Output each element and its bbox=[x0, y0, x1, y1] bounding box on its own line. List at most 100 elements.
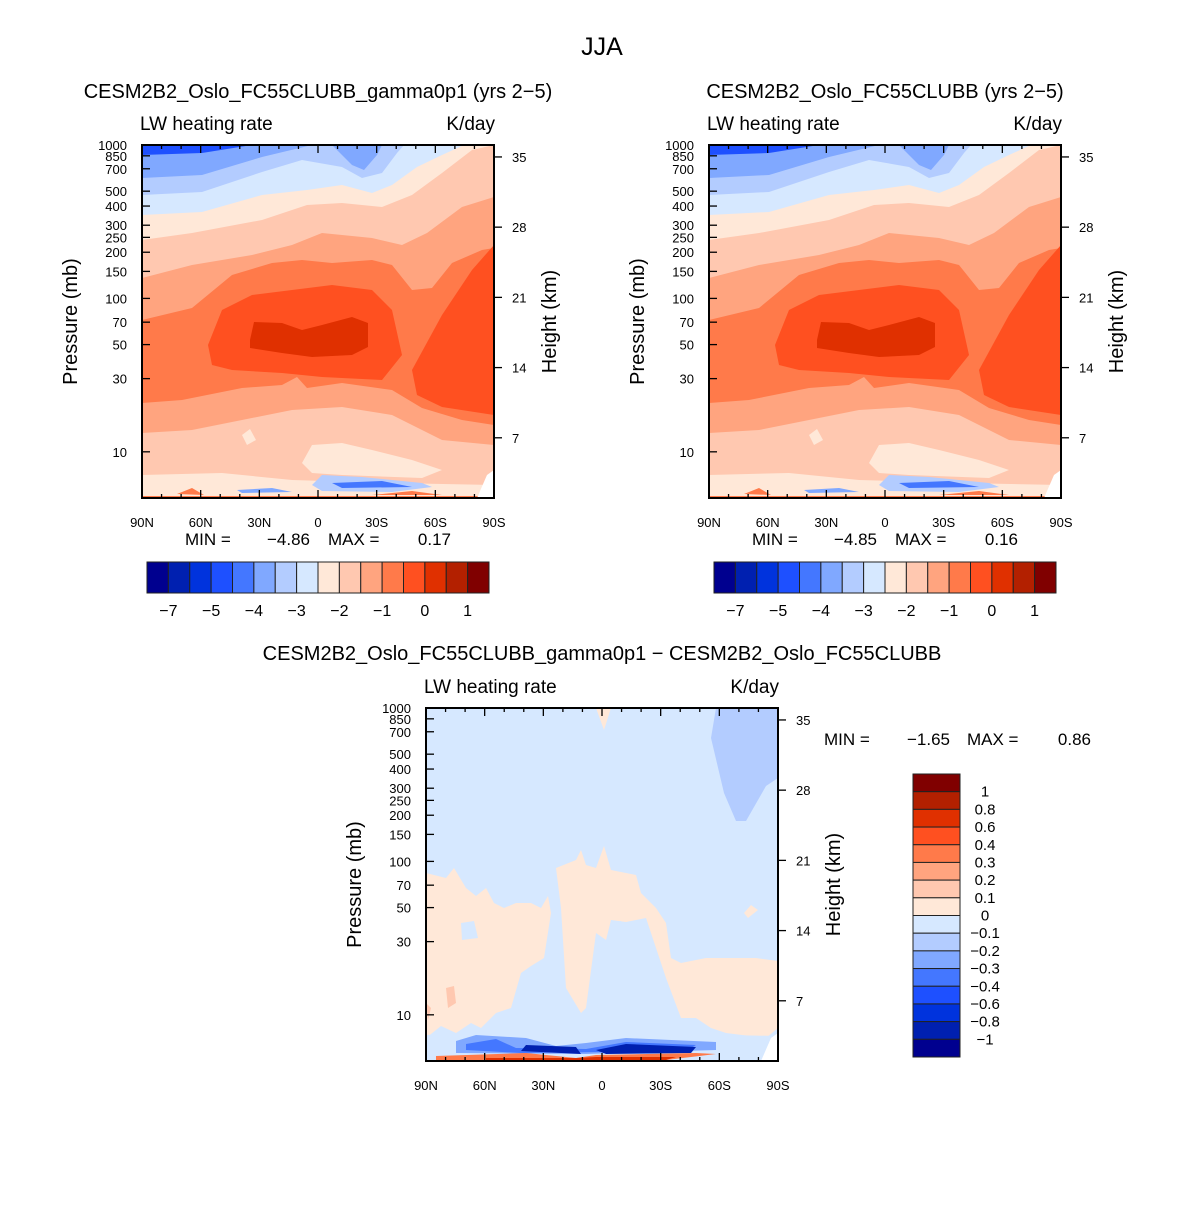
x-tick-label: 30S bbox=[649, 1078, 672, 1093]
units-label: K/day bbox=[446, 114, 495, 135]
y2-tick-label: 28 bbox=[1079, 220, 1093, 235]
y-tick-label: 150 bbox=[672, 264, 694, 279]
x-tick-label: 90N bbox=[130, 515, 154, 530]
y2-tick-label: 14 bbox=[1079, 361, 1093, 376]
x-tick-label: 30N bbox=[814, 515, 838, 530]
colorbar-label: 0.6 bbox=[975, 819, 996, 836]
contour-band bbox=[237, 488, 292, 493]
y-tick-label: 300 bbox=[389, 781, 411, 796]
y2-tick-label: 35 bbox=[796, 713, 810, 728]
y2-tick-label: 7 bbox=[1079, 431, 1086, 446]
colorbar-swatch bbox=[820, 561, 843, 594]
colorbar-swatch bbox=[1034, 561, 1057, 594]
y-tick-label: 850 bbox=[389, 712, 411, 727]
min-label: MIN = bbox=[185, 530, 231, 549]
left-string: LW heating rate bbox=[707, 114, 840, 135]
colorbar-swatch bbox=[189, 561, 212, 594]
colorbar-label: −5 bbox=[769, 603, 787, 620]
colorbar-swatch bbox=[360, 561, 383, 594]
max-value: 0.86 bbox=[1058, 730, 1091, 749]
y-axis-title: Pressure (mb) bbox=[60, 258, 82, 385]
max-value: 0.16 bbox=[985, 530, 1018, 549]
colorbar-label: −4 bbox=[245, 603, 263, 620]
y2-tick-label: 28 bbox=[796, 783, 810, 798]
contour-band bbox=[596, 708, 611, 730]
contour-plot: 90N 60N 30N 0 30S 60S 90S103050701001502002503… bbox=[344, 701, 845, 1093]
x-tick-label: 0 bbox=[598, 1078, 605, 1093]
colorbar-label: −0.6 bbox=[970, 996, 1000, 1013]
min-label: MIN = bbox=[824, 730, 870, 749]
y-tick-label: 30 bbox=[397, 935, 411, 950]
y-tick-label: 10 bbox=[113, 445, 127, 460]
colorbar-swatch bbox=[912, 1021, 961, 1040]
panel-1: CESM2B2_Oslo_FC55CLUBB_gamma0p1 (yrs 2−5… bbox=[60, 81, 561, 620]
colorbar-swatch bbox=[912, 968, 961, 987]
colorbar-swatch bbox=[317, 561, 340, 594]
colorbar-label: −4 bbox=[812, 603, 830, 620]
colorbar-swatch bbox=[912, 861, 961, 881]
panel-title: CESM2B2_Oslo_FC55CLUBB_gamma0p1 − CESM2B… bbox=[263, 643, 942, 665]
min-value: −4.85 bbox=[834, 530, 877, 549]
y-tick-label: 200 bbox=[672, 245, 694, 260]
y-tick-label: 300 bbox=[672, 218, 694, 233]
x-tick-label: 60S bbox=[991, 515, 1014, 530]
colorbar-label: −5 bbox=[202, 603, 220, 620]
x-tick-label: 30S bbox=[932, 515, 955, 530]
colorbar-label: −3 bbox=[855, 603, 873, 620]
colorbar-swatch bbox=[912, 879, 961, 899]
colorbar-label: −7 bbox=[726, 603, 744, 620]
colorbar-label: −0.3 bbox=[970, 961, 1000, 978]
y-tick-label: 250 bbox=[389, 793, 411, 808]
y-tick-label: 100 bbox=[672, 291, 694, 306]
colorbar-label: −0.4 bbox=[970, 978, 1000, 995]
contour-band bbox=[869, 443, 1009, 478]
contour-band bbox=[1044, 470, 1061, 498]
units-label: K/day bbox=[730, 677, 779, 698]
y-tick-label: 150 bbox=[105, 264, 127, 279]
y-tick-label: 200 bbox=[389, 808, 411, 823]
y2-axis-title: Height (km) bbox=[539, 270, 561, 373]
contour-band bbox=[486, 1057, 676, 1060]
colorbar-swatch bbox=[912, 915, 961, 934]
y-tick-label: 700 bbox=[105, 162, 127, 177]
contour-band bbox=[899, 481, 979, 488]
left-string: LW heating rate bbox=[140, 114, 273, 135]
figure-title: JJA bbox=[581, 33, 623, 61]
contour-band bbox=[446, 986, 456, 1008]
y2-tick-label: 28 bbox=[512, 220, 526, 235]
colorbar-label: −0.8 bbox=[970, 1014, 1000, 1031]
y-tick-label: 250 bbox=[672, 230, 694, 245]
colorbar-label: 0 bbox=[987, 603, 996, 620]
colorbar-swatch bbox=[912, 932, 961, 952]
panel-3: CESM2B2_Oslo_FC55CLUBB_gamma0p1 − CESM2B… bbox=[263, 643, 1091, 1093]
colorbar-swatch bbox=[296, 561, 319, 594]
panel-title: CESM2B2_Oslo_FC55CLUBB_gamma0p1 (yrs 2−5… bbox=[84, 81, 553, 103]
contour-plot: 90N 60N 30N 0 30S 60S 90S103050701001502002503… bbox=[627, 138, 1128, 530]
contour-band bbox=[809, 429, 823, 445]
y-axis-title: Pressure (mb) bbox=[344, 821, 366, 948]
y2-axis-title: Height (km) bbox=[823, 833, 845, 936]
colorbar-swatch bbox=[167, 561, 191, 594]
contour-band bbox=[372, 491, 442, 495]
y2-tick-label: 35 bbox=[512, 150, 526, 165]
x-tick-label: 60S bbox=[708, 1078, 731, 1093]
panel-title: CESM2B2_Oslo_FC55CLUBB (yrs 2−5) bbox=[706, 81, 1063, 103]
min-value: −4.86 bbox=[267, 530, 310, 549]
y-tick-label: 10 bbox=[397, 1008, 411, 1023]
colorbar-label: 0 bbox=[981, 908, 989, 925]
x-tick-label: 90S bbox=[766, 1078, 789, 1093]
y2-tick-label: 21 bbox=[1079, 290, 1093, 305]
colorbar-swatch bbox=[927, 561, 950, 594]
x-tick-label: 30N bbox=[531, 1078, 555, 1093]
colorbar-label: −0.1 bbox=[970, 925, 1000, 942]
contour-band bbox=[817, 317, 935, 357]
max-value: 0.17 bbox=[418, 530, 451, 549]
colorbar-swatch bbox=[210, 561, 233, 594]
colorbar-label: 0.3 bbox=[975, 854, 996, 871]
colorbar-label: 1 bbox=[981, 784, 989, 801]
colorbar-swatch bbox=[777, 561, 800, 594]
colorbar-label: −2 bbox=[330, 603, 348, 620]
colorbar-swatch bbox=[912, 950, 961, 970]
colorbar-swatch bbox=[912, 844, 961, 863]
x-tick-label: 0 bbox=[881, 515, 888, 530]
